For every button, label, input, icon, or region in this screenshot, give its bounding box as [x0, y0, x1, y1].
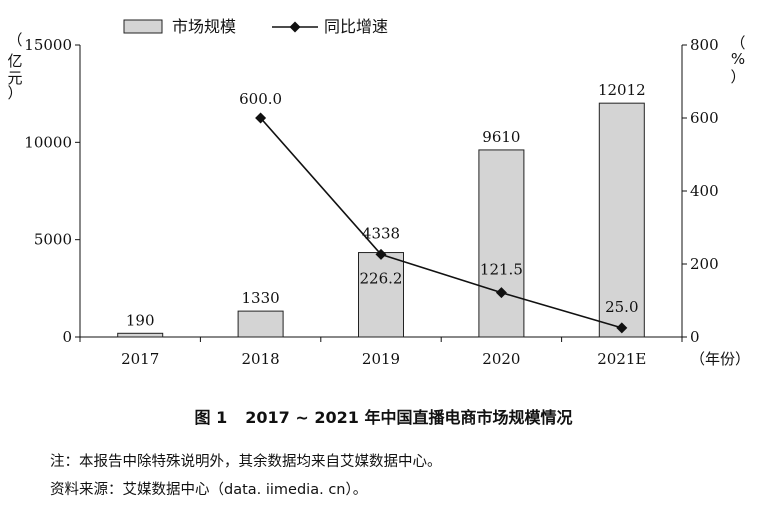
x-tick-label: 2021E [597, 350, 646, 368]
legend-line-label: 同比增速 [324, 17, 388, 36]
footnote-source: 资料来源：艾媒数据中心（data. iimedia. cn）。 [50, 482, 368, 498]
growth-rate-marker-2018 [255, 112, 267, 124]
right-y-axis-title-char: （ [730, 34, 745, 52]
bar-2021E [598, 102, 645, 338]
bar-value-label: 12012 [598, 81, 646, 99]
left-y-tick-label: 5000 [34, 231, 72, 249]
legend-bar-label: 市场规模 [172, 17, 236, 36]
footnote-note: 注：本报告中除特殊说明外，其余数据均来自艾媒数据中心。 [50, 454, 442, 470]
growth-rate-marker-2019 [375, 248, 387, 260]
left-y-axis-title-char: ） [7, 84, 22, 102]
legend-line-marker [289, 21, 301, 33]
right-y-tick-label: 200 [690, 255, 719, 273]
left-y-axis-title-char: 亿 [7, 52, 22, 70]
bar-value-label: 9610 [482, 128, 520, 146]
figure-caption: 图 1 2017 ~ 2021 年中国直播电商市场规模情况 [0, 404, 767, 428]
left-y-tick-label: 10000 [24, 133, 72, 151]
left-y-axis-title-char: （ [7, 31, 22, 49]
right-y-axis-title-char: % [731, 50, 745, 68]
x-tick-label: 2017 [121, 350, 159, 368]
growth-rate-line [260, 117, 623, 329]
bar-2017 [117, 332, 164, 338]
bar-value-label: 4338 [362, 225, 400, 243]
left-y-tick-label: 15000 [24, 36, 72, 54]
growth-rate-marker-2021E [616, 322, 628, 334]
x-tick-label: 2020 [482, 350, 520, 368]
growth-rate-marker-2020 [495, 287, 507, 299]
x-tick-label: 2018 [242, 350, 280, 368]
bar-2020 [478, 149, 525, 338]
right-y-tick-label: 600 [690, 109, 719, 127]
right-y-tick-label: 0 [690, 328, 700, 346]
left-y-tick-label: 0 [62, 328, 72, 346]
right-y-axis-title-char: ） [730, 68, 745, 86]
bar-value-label: 1330 [242, 289, 280, 307]
figure-number: 图 1 [194, 408, 228, 427]
right-y-tick-label: 800 [690, 36, 719, 54]
x-tick-label: 2019 [362, 350, 400, 368]
figure-title: 2017 ~ 2021 年中国直播电商市场规模情况 [245, 408, 573, 427]
legend-bar-swatch [123, 19, 163, 34]
bar-value-label: 190 [126, 311, 155, 329]
bar-2018 [237, 310, 284, 338]
growth-rate-label: 600.0 [239, 90, 282, 108]
growth-rate-label: 226.2 [360, 269, 403, 287]
right-y-tick-label: 400 [690, 182, 719, 200]
bar-2019 [358, 252, 404, 338]
x-axis-title: （年份） [690, 350, 750, 368]
growth-rate-label: 25.0 [605, 298, 638, 316]
growth-rate-label: 121.5 [480, 261, 523, 279]
chart-svg: 0 5000 10000 15000 0 200 400 600 800 2017 2018 2019… [7, 17, 750, 368]
left-y-axis-title-char: 元 [7, 69, 22, 87]
